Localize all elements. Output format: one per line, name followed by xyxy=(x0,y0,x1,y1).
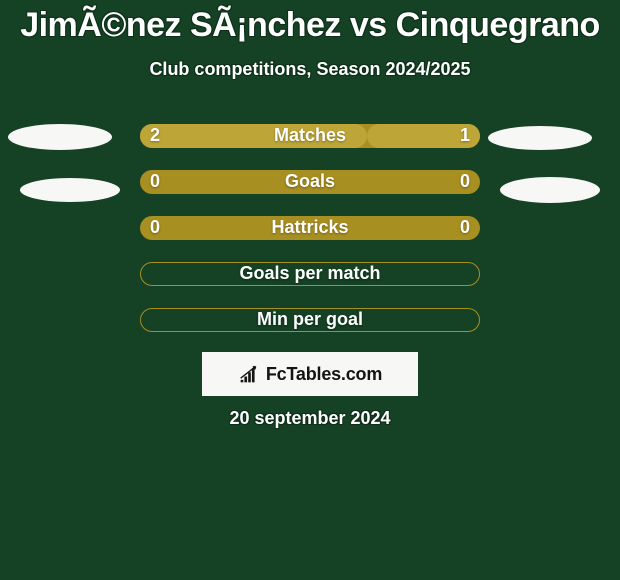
stat-label: Matches xyxy=(140,125,480,146)
bar-chart-icon xyxy=(238,364,260,384)
stat-value-right: 1 xyxy=(460,125,470,146)
decorative-ellipse xyxy=(500,177,600,203)
stat-row: Goals per match xyxy=(0,262,620,308)
stat-label: Goals per match xyxy=(140,263,480,284)
stat-value-right: 0 xyxy=(460,217,470,238)
decorative-ellipse xyxy=(20,178,120,202)
stat-value-right: 0 xyxy=(460,171,470,192)
decorative-ellipse xyxy=(488,126,592,150)
subtitle: Club competitions, Season 2024/2025 xyxy=(0,59,620,80)
stat-label: Hattricks xyxy=(140,217,480,238)
page-title: JimÃ©nez SÃ¡nchez vs Cinquegrano xyxy=(0,0,620,45)
stat-row: Min per goal xyxy=(0,308,620,354)
brand-badge: FcTables.com xyxy=(202,352,418,396)
stat-value-left: 0 xyxy=(150,171,160,192)
stat-label: Goals xyxy=(140,171,480,192)
comparison-infographic: JimÃ©nez SÃ¡nchez vs Cinquegrano Club co… xyxy=(0,0,620,580)
stat-row: Hattricks0 0 xyxy=(0,216,620,262)
date-label: 20 september 2024 xyxy=(0,408,620,429)
stat-value-left: 2 xyxy=(150,125,160,146)
brand-text: FcTables.com xyxy=(266,364,382,385)
decorative-ellipse xyxy=(8,124,112,150)
stat-value-left: 0 xyxy=(150,217,160,238)
stat-label: Min per goal xyxy=(140,309,480,330)
stat-rows: Matches21Goals00Hattricks00Goals per mat… xyxy=(0,124,620,354)
